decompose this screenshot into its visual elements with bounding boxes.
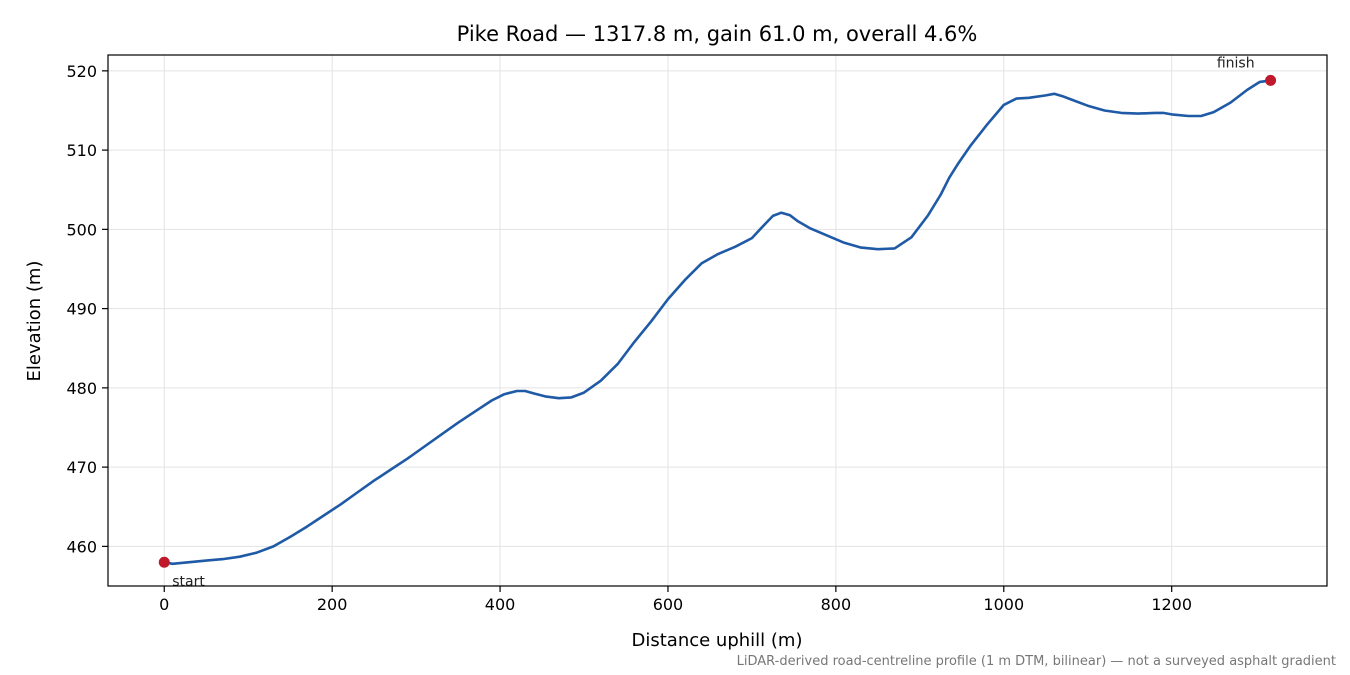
y-tick-label: 490 xyxy=(66,300,97,319)
x-tick-label: 800 xyxy=(821,595,852,614)
start-marker xyxy=(158,556,170,568)
x-tick-label: 0 xyxy=(159,595,169,614)
axis-ticks: 0 200 400 600 800 1000 1200 460 470 480 490 500 510 5… xyxy=(66,62,1192,614)
x-tick-label: 1200 xyxy=(1151,595,1192,614)
x-tick-label: 200 xyxy=(317,595,348,614)
start-label: start xyxy=(172,574,205,590)
series-layer xyxy=(162,79,1272,566)
y-tick-label: 520 xyxy=(66,62,97,81)
x-tick-label: 600 xyxy=(653,595,684,614)
finish-label: finish xyxy=(1217,55,1255,71)
y-tick-label: 500 xyxy=(66,220,97,239)
footnote: LiDAR-derived road-centreline profile (1… xyxy=(737,654,1336,669)
chart-title: Pike Road — 1317.8 m, gain 61.0 m, overa… xyxy=(457,22,978,46)
point-markers: start finish xyxy=(158,55,1277,590)
finish-marker xyxy=(1265,74,1277,86)
x-axis-label: Distance uphill (m) xyxy=(632,630,803,651)
y-tick-label: 470 xyxy=(66,458,97,477)
y-tick-label: 480 xyxy=(66,379,97,398)
x-tick-label: 1000 xyxy=(983,595,1024,614)
y-axis-label: Elevation (m) xyxy=(24,261,45,382)
plot-frame xyxy=(107,54,1328,587)
elevation-line xyxy=(162,79,1272,566)
y-tick-label: 460 xyxy=(66,537,97,556)
grid-lines xyxy=(108,55,1327,586)
y-tick-label: 510 xyxy=(66,141,97,160)
x-tick-label: 400 xyxy=(485,595,516,614)
